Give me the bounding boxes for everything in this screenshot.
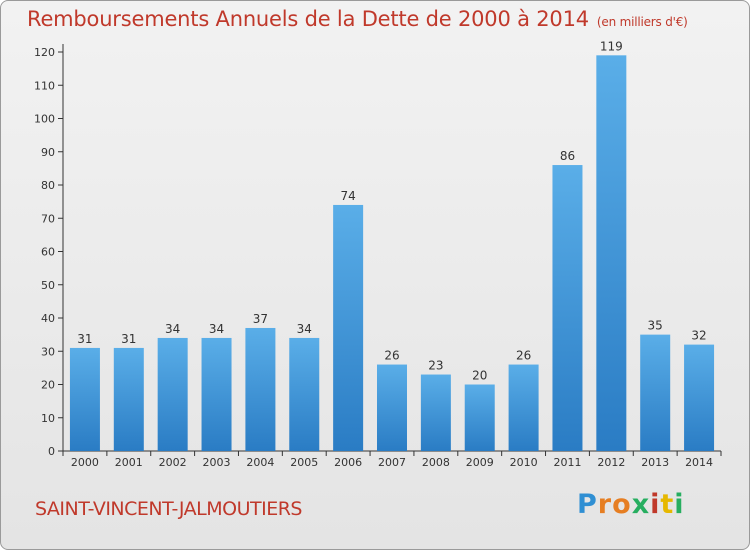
bar-value-label: 31 (121, 332, 136, 346)
x-tick-label: 2014 (685, 456, 713, 469)
bar-value-label: 20 (472, 369, 487, 383)
y-tick-label: 110 (34, 79, 55, 92)
bar-value-label: 32 (691, 329, 706, 343)
x-tick-label: 2012 (597, 456, 625, 469)
logo-letter: o (612, 489, 632, 520)
x-tick-label: 2005 (290, 456, 318, 469)
x-tick-label: 2002 (159, 456, 187, 469)
x-tick-label: 2007 (378, 456, 406, 469)
bar (157, 337, 188, 451)
bar (552, 165, 583, 452)
x-tick-label: 2003 (203, 456, 231, 469)
bar (333, 204, 364, 451)
bar-value-label: 26 (516, 349, 531, 363)
bar (289, 337, 320, 451)
bar-value-label: 35 (648, 319, 663, 333)
bar-value-label: 74 (340, 189, 355, 203)
bar (69, 347, 100, 451)
bar-value-label: 34 (165, 322, 180, 336)
logo-letter: t (660, 489, 675, 520)
y-tick-label: 0 (48, 445, 55, 458)
bar-value-label: 86 (560, 149, 575, 163)
bar-value-label: 26 (384, 349, 399, 363)
x-tick-label: 2009 (466, 456, 494, 469)
bar (464, 384, 495, 451)
y-tick-label: 50 (41, 279, 55, 292)
y-tick-label: 120 (34, 46, 55, 59)
logo-letter: x (631, 489, 651, 520)
x-tick-label: 2004 (246, 456, 274, 469)
y-tick-label: 40 (41, 312, 55, 325)
bar (420, 374, 451, 451)
bar-value-label: 34 (209, 322, 224, 336)
proxiti-logo[interactable]: Proxiti (577, 489, 685, 520)
bar (245, 327, 276, 451)
bar-value-label: 119 (600, 39, 623, 53)
y-tick-label: 60 (41, 246, 55, 259)
y-tick-label: 20 (41, 379, 55, 392)
logo-letter: r (597, 489, 613, 520)
logo-letter: i (674, 489, 685, 520)
y-tick-label: 30 (41, 345, 55, 358)
y-tick-label: 80 (41, 179, 55, 192)
chart-title-block: Remboursements Annuels de la Dette de 20… (27, 7, 688, 31)
bar-value-label: 23 (428, 359, 443, 373)
chart-subtitle: (en milliers d'€) (596, 15, 688, 29)
x-tick-label: 2010 (510, 456, 538, 469)
logo-letter: i (650, 489, 661, 520)
y-tick-label: 90 (41, 146, 55, 159)
bar-value-label: 31 (77, 332, 92, 346)
x-tick-label: 2006 (334, 456, 362, 469)
y-tick-label: 100 (34, 113, 55, 126)
bar-value-label: 34 (297, 322, 312, 336)
x-tick-label: 2001 (115, 456, 143, 469)
bar (684, 344, 715, 451)
bar (596, 55, 627, 451)
bar (640, 334, 671, 451)
y-tick-label: 70 (41, 212, 55, 225)
bar (508, 364, 539, 451)
chart-title: Remboursements Annuels de la Dette de 20… (27, 7, 589, 31)
commune-name: SAINT-VINCENT-JALMOUTIERS (35, 498, 303, 520)
bar-value-label: 37 (253, 312, 268, 326)
y-tick-label: 10 (41, 412, 55, 425)
logo-letter: P (577, 489, 598, 520)
bar (377, 364, 407, 451)
bar (113, 347, 144, 451)
x-tick-label: 2011 (553, 456, 581, 469)
x-tick-label: 2008 (422, 456, 450, 469)
x-tick-label: 2000 (71, 456, 99, 469)
bar (201, 337, 232, 451)
x-tick-label: 2013 (641, 456, 669, 469)
